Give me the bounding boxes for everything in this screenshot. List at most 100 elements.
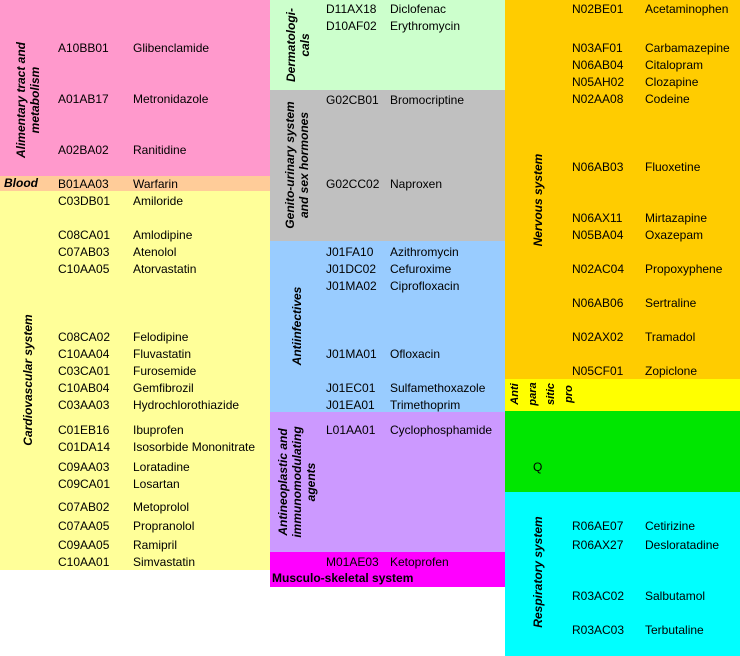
drug-name-naproxen: Naproxen <box>390 177 443 191</box>
drug-code-c10aa01: C10AA01 <box>58 555 110 569</box>
drug-name-salbutamol: Salbutamol <box>645 589 706 603</box>
drug-code-c01eb16: C01EB16 <box>58 423 110 437</box>
drug-name-clozapine: Clozapine <box>645 75 699 89</box>
drug-code-j01ea01: J01EA01 <box>326 398 375 412</box>
drug-code-c09aa03: C09AA03 <box>58 460 110 474</box>
drug-name-codeine: Codeine <box>645 92 690 106</box>
drug-name-desloratadine: Desloratadine <box>645 538 720 552</box>
drug-code-l01aa01: L01AA01 <box>326 423 376 437</box>
group-label-blood: Blood <box>4 176 38 190</box>
group-label-antiinfectives: Antiinfectives <box>290 286 304 366</box>
drug-code-r03ac02: R03AC02 <box>572 589 625 603</box>
drug-code-n02aa08: N02AA08 <box>572 92 624 106</box>
group-label-antineoplastic: Antineoplastic and immunomodulating agen… <box>276 426 318 538</box>
drug-code-c09ca01: C09CA01 <box>58 477 111 491</box>
drug-code-n05ah02: N05AH02 <box>572 75 625 89</box>
drug-name-ketoprofen: Ketoprofen <box>390 555 449 569</box>
drug-name-zopiclone: Zopiclone <box>645 364 698 378</box>
drug-name-trimethoprim: Trimethoprim <box>390 398 461 412</box>
group-label-antiparasitic: Anti para sitic pro <box>505 379 585 411</box>
antiparasitic-label-part: sitic <box>545 382 557 406</box>
drug-code-a10bb01: A10BB01 <box>58 41 109 55</box>
group-label-genito: Genito-urinary system and sex hormones <box>283 101 311 229</box>
drug-code-j01ma02: J01MA02 <box>326 279 377 293</box>
drug-code-r06ax27: R06AX27 <box>572 538 624 552</box>
group-cardiovascular <box>0 191 270 570</box>
drug-name-furosemide: Furosemide <box>133 364 197 378</box>
drug-name-warfarin: Warfarin <box>133 177 178 191</box>
group-label-cardiovascular: Cardiovascular system <box>21 314 35 446</box>
drug-code-c08ca02: C08CA02 <box>58 330 111 344</box>
drug-code-a01ab17: A01AB17 <box>58 92 109 106</box>
group-label-respiratory: Respiratory system <box>531 516 545 628</box>
drug-name-terbutaline: Terbutaline <box>645 623 704 637</box>
drug-name-oxazepam: Oxazepam <box>645 228 704 242</box>
drug-code-n02ac04: N02AC04 <box>572 262 625 276</box>
drug-name-felodipine: Felodipine <box>133 330 189 344</box>
drug-code-c01da14: C01DA14 <box>58 440 111 454</box>
drug-name-ranitidine: Ranitidine <box>133 143 187 157</box>
drug-name-ofloxacin: Ofloxacin <box>390 347 441 361</box>
drug-name-tramadol: Tramadol <box>645 330 696 344</box>
drug-code-j01fa10: J01FA10 <box>326 245 374 259</box>
group-alimentary <box>0 0 270 176</box>
drug-name-citalopram: Citalopram <box>645 58 704 72</box>
group-label-nervous: Nervous system <box>531 153 545 247</box>
drug-code-n06ab06: N06AB06 <box>572 296 624 310</box>
group-antiparasitic <box>505 379 740 411</box>
drug-code-c03aa03: C03AA03 <box>58 398 110 412</box>
drug-name-erythromycin: Erythromycin <box>390 19 461 33</box>
drug-name-losartan: Losartan <box>133 477 180 491</box>
group-label-alimentary: Alimentary tract and metabolism <box>14 41 42 159</box>
drug-name-simvastatin: Simvastatin <box>133 555 196 569</box>
drug-code-c07ab02: C07AB02 <box>58 500 110 514</box>
drug-code-n02be01: N02BE01 <box>572 2 624 16</box>
drug-name-ciprofloxacin: Ciprofloxacin <box>390 279 460 293</box>
drug-code-c03ca01: C03CA01 <box>58 364 111 378</box>
drug-name-sertraline: Sertraline <box>645 296 697 310</box>
group-blood <box>0 176 270 191</box>
drug-name-mirtazapine: Mirtazapine <box>645 211 708 225</box>
group-respiratory <box>505 492 740 656</box>
group-label-dermatologicals: Dermatologi- cals <box>284 7 312 83</box>
group-q <box>505 411 740 492</box>
drug-code-d11ax18: D11AX18 <box>326 2 377 16</box>
drug-code-d10af02: D10AF02 <box>326 19 377 33</box>
drug-name-acetaminophen: Acetaminophen <box>645 2 729 16</box>
drug-name-metoprolol: Metoprolol <box>133 500 190 514</box>
group-antineoplastic <box>270 412 505 552</box>
drug-code-c07ab03: C07AB03 <box>58 245 110 259</box>
drug-code-j01dc02: J01DC02 <box>326 262 377 276</box>
group-dermatologicals <box>270 0 505 90</box>
drug-code-r06ae07: R06AE07 <box>572 519 624 533</box>
drug-code-n02ax02: N02AX02 <box>572 330 624 344</box>
drug-name-cefuroxime: Cefuroxime <box>390 262 452 276</box>
drug-name-gemfibrozil: Gemfibrozil <box>133 381 194 395</box>
drug-code-j01ma01: J01MA01 <box>326 347 377 361</box>
drug-name-fluoxetine: Fluoxetine <box>645 160 701 174</box>
drug-code-g02cb01: G02CB01 <box>326 93 379 107</box>
group-genito <box>270 90 505 241</box>
drug-code-a02ba02: A02BA02 <box>58 143 109 157</box>
group-musculo <box>270 552 505 587</box>
drug-name-ramipril: Ramipril <box>133 538 178 552</box>
drug-name-amlodipine: Amlodipine <box>133 228 193 242</box>
drug-code-r03ac03: R03AC03 <box>572 623 625 637</box>
drug-code-n03af01: N03AF01 <box>572 41 623 55</box>
group-antiinfectives <box>270 241 505 412</box>
drug-code-m01ae03: M01AE03 <box>326 555 379 569</box>
group-label-q: Q <box>533 460 543 474</box>
drug-code-c10aa04: C10AA04 <box>58 347 110 361</box>
drug-name-isosorbide-mononitrate: Isosorbide Mononitrate <box>133 440 256 454</box>
drug-name-propranolol: Propranolol <box>133 519 195 533</box>
drug-code-b01aa03: B01AA03 <box>58 177 109 191</box>
drug-code-n06ax11: N06AX11 <box>572 211 623 225</box>
drug-code-g02cc02: G02CC02 <box>326 177 380 191</box>
antiparasitic-label-part: pro <box>563 385 575 403</box>
drug-name-atorvastatin: Atorvastatin <box>133 262 197 276</box>
drug-code-c10aa05: C10AA05 <box>58 262 110 276</box>
group-nervous <box>505 0 740 379</box>
drug-code-c07aa05: C07AA05 <box>58 519 110 533</box>
drug-name-ibuprofen: Ibuprofen <box>133 423 184 437</box>
